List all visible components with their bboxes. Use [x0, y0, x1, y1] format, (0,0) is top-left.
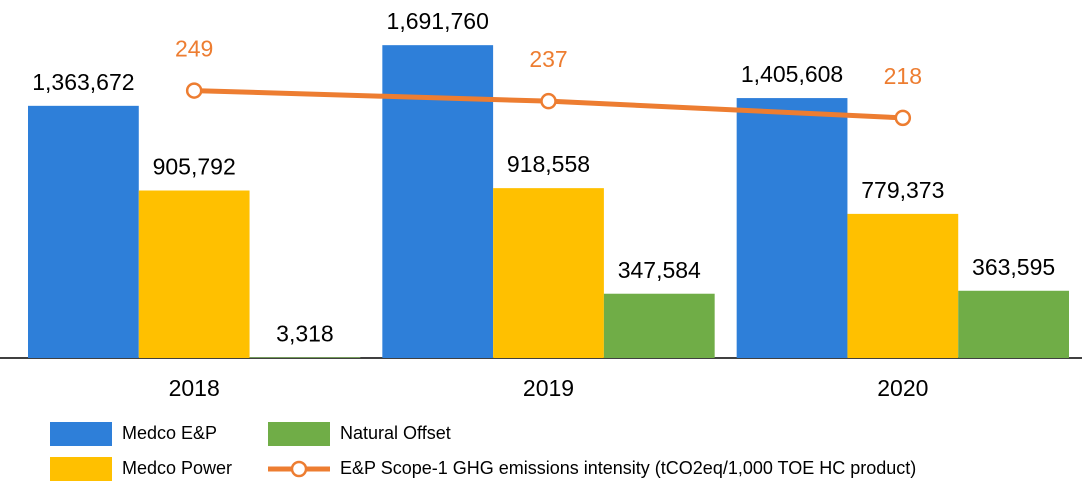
- legend-label: E&P Scope-1 GHG emissions intensity (tCO…: [340, 458, 916, 478]
- line-point: [540, 92, 557, 110]
- line-value-label: 249: [175, 36, 213, 62]
- bar: [603, 293, 715, 358]
- legend-label: Medco E&P: [122, 423, 217, 443]
- value-label: 779,373: [861, 177, 944, 203]
- legend-label: Natural Offset: [340, 423, 451, 443]
- x-tick-label: 2019: [523, 375, 574, 401]
- bar: [249, 357, 361, 358]
- legend-swatch-point: [290, 460, 308, 478]
- x-tick-label: 2018: [169, 375, 220, 401]
- value-label: 1,691,760: [387, 8, 489, 34]
- bar: [382, 45, 494, 358]
- bar: [736, 98, 848, 359]
- line-value-label: 218: [884, 63, 922, 89]
- value-label: 363,595: [972, 254, 1055, 280]
- line-point: [894, 109, 912, 127]
- value-label: 3,318: [276, 320, 334, 346]
- value-label: 347,584: [618, 257, 701, 283]
- legend-label: Medco Power: [122, 458, 232, 478]
- value-label: 1,405,608: [741, 61, 843, 87]
- bar: [958, 290, 1069, 358]
- x-tick-label: 2020: [877, 375, 928, 401]
- value-label: 905,792: [153, 154, 236, 180]
- bar: [847, 213, 959, 358]
- legend-swatch: [50, 457, 112, 481]
- line-point: [185, 82, 203, 99]
- legend-swatch: [268, 422, 330, 446]
- legend-swatch: [50, 422, 112, 446]
- bar: [138, 190, 250, 358]
- bar: [493, 188, 604, 358]
- bar: [28, 105, 139, 359]
- value-label: 1,363,672: [32, 69, 134, 95]
- value-label: 918,558: [507, 151, 590, 177]
- line-value-label: 237: [529, 46, 567, 72]
